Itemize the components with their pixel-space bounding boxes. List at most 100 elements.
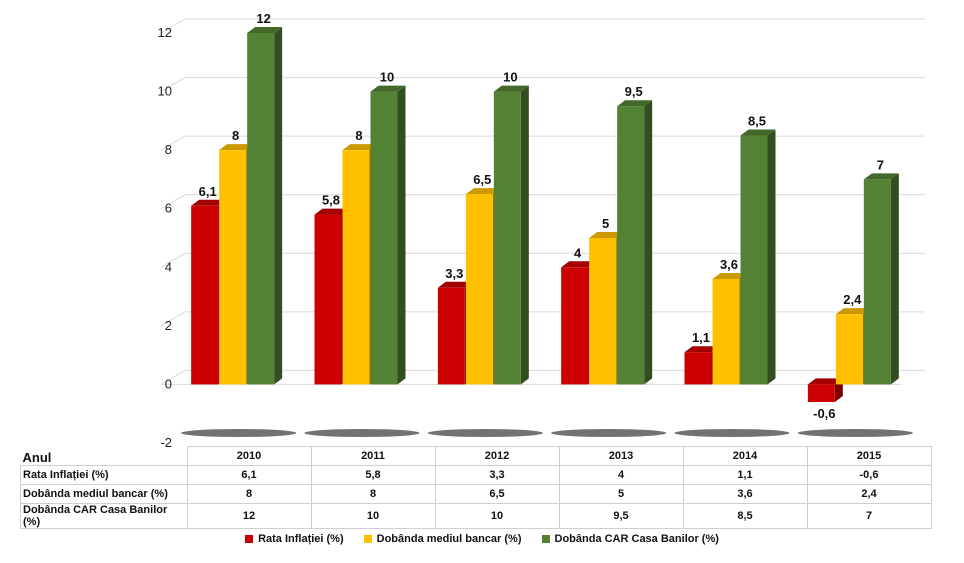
bar-top-face: [370, 85, 406, 92]
bar-top-face: [740, 129, 776, 136]
y-tick-label: 12: [158, 25, 172, 40]
table-cell: 2,4: [806, 484, 932, 504]
category-floor-shadow: [181, 429, 297, 437]
bar-2-2014: [740, 135, 768, 385]
category-floor-shadow: [551, 429, 667, 437]
bar-side-face: [890, 173, 899, 385]
y-tick-label: 10: [158, 84, 172, 99]
y-tick-label: 0: [165, 376, 172, 391]
table-year-2015: 2015: [806, 446, 932, 466]
bar-2-2010: [247, 33, 275, 385]
data-label: 12: [256, 11, 270, 26]
gridline-depth: [160, 311, 186, 327]
table-cell: 10: [434, 503, 560, 529]
table-cell: 3,6: [682, 484, 808, 504]
data-label: 8: [232, 128, 239, 143]
table-cell: 4: [558, 465, 684, 485]
table-row-label: Dobânda mediul bancar (%): [20, 484, 187, 504]
data-label: 6,5: [473, 172, 491, 187]
table-year-2010: 2010: [186, 446, 312, 466]
chart-plot-area: -2 0 2 4 6 8 10 12 6,1 8 12 5,8 8 10 3,3 6,5 10 4 5 9,5 1,1 3…: [158, 11, 925, 450]
bar-top-face: [247, 27, 283, 33]
bar-0-2015: [807, 384, 835, 402]
table-cell: 8: [310, 484, 436, 504]
data-label: 4: [574, 245, 582, 260]
legend-label: Rata Inflației (%): [258, 533, 344, 545]
gridline-depth: [160, 252, 186, 268]
legend-item-dobanda-bancar: Dobânda mediul bancar (%): [363, 533, 522, 545]
bar-0-2011: [314, 214, 342, 385]
bar-top-face: [342, 144, 378, 151]
table-year-2012: 2012: [434, 446, 560, 466]
legend-swatch-red: [245, 535, 254, 543]
legend: Rata Inflației (%) Dobânda mediul bancar…: [0, 533, 964, 545]
gridline-depth: [160, 18, 186, 34]
table-cell: 7: [806, 503, 932, 529]
bar-side-face: [274, 27, 283, 385]
data-label: 8,5: [748, 114, 766, 129]
table-cell: 6,5: [434, 484, 560, 504]
bar-2-2011: [370, 91, 398, 385]
gridline-depth: [160, 77, 186, 93]
bar-1-2012: [465, 194, 493, 385]
bar-0-2013: [561, 267, 589, 385]
bar-1-2010: [219, 150, 247, 385]
table-year-2011: 2011: [310, 446, 436, 466]
gridline-depth: [160, 369, 186, 385]
legend-swatch-yellow: [363, 535, 372, 543]
data-label: 9,5: [625, 84, 643, 99]
bar-top-face: [493, 85, 529, 92]
bar-top-face: [314, 208, 350, 215]
data-table: Anul 2010 2011 2012 2013 2014 2015 Rata …: [20, 446, 932, 529]
legend-label: Dobânda CAR Casa Banilor (%): [554, 533, 719, 545]
bar-2-2015: [863, 179, 891, 385]
bar-top-face: [589, 232, 625, 238]
table-cell: -0,6: [806, 465, 932, 485]
bar-1-2015: [835, 314, 863, 385]
table-row-dobanda-bancar: Dobânda mediul bancar (%) 8 8 6,5 5 3,6 …: [20, 484, 932, 504]
bar-0-2014: [684, 352, 712, 385]
data-label: 5,8: [322, 193, 340, 208]
y-tick-label: 6: [165, 201, 172, 216]
table-cell: 10: [310, 503, 436, 529]
bar-top-face: [807, 378, 843, 385]
bar-side-face: [644, 100, 653, 385]
table-row-label: Dobânda CAR Casa Banilor (%): [20, 503, 187, 529]
bar-top-face: [465, 188, 501, 195]
bar-top-face: [561, 261, 597, 268]
bar-top-face: [712, 273, 748, 279]
table-cell: 8,5: [682, 503, 808, 529]
table-cell: 6,1: [186, 465, 312, 485]
table-cell: 1,1: [682, 465, 808, 485]
data-label: 3,3: [445, 266, 463, 281]
category-floor-shadow: [797, 429, 913, 437]
bar-side-face: [767, 129, 776, 385]
y-tick-label: 4: [165, 259, 172, 274]
legend-item-inflatie: Rata Inflației (%): [245, 533, 344, 545]
bar-top-face: [835, 308, 871, 315]
table-row-dobanda-car: Dobânda CAR Casa Banilor (%) 12 10 10 9,…: [20, 503, 932, 529]
legend-item-dobanda-car: Dobânda CAR Casa Banilor (%): [541, 533, 719, 545]
table-year-2013: 2013: [558, 446, 684, 466]
data-label: 5: [602, 216, 609, 231]
data-label: 10: [380, 70, 394, 85]
table-cell: 8: [186, 484, 312, 504]
table-cell: 3,3: [434, 465, 560, 485]
bar-1-2014: [712, 279, 740, 385]
y-tick-label: -2: [160, 435, 172, 450]
bar-side-face: [397, 85, 406, 385]
gridline-depth: [160, 194, 186, 210]
category-floor-shadow: [304, 429, 420, 437]
table-cell: 5: [558, 484, 684, 504]
data-label: 3,6: [720, 257, 738, 272]
data-label: 1,1: [692, 330, 710, 345]
data-label: -0,6: [813, 406, 835, 421]
bar-side-face: [520, 85, 529, 385]
table-year-2014: 2014: [682, 446, 808, 466]
category-floor-shadow: [427, 429, 543, 437]
legend-swatch-green: [541, 535, 550, 543]
bar-top-face: [617, 100, 653, 107]
bar-0-2012: [437, 287, 465, 385]
data-label: 2,4: [843, 292, 862, 307]
table-corner-label: Anul: [22, 450, 52, 465]
